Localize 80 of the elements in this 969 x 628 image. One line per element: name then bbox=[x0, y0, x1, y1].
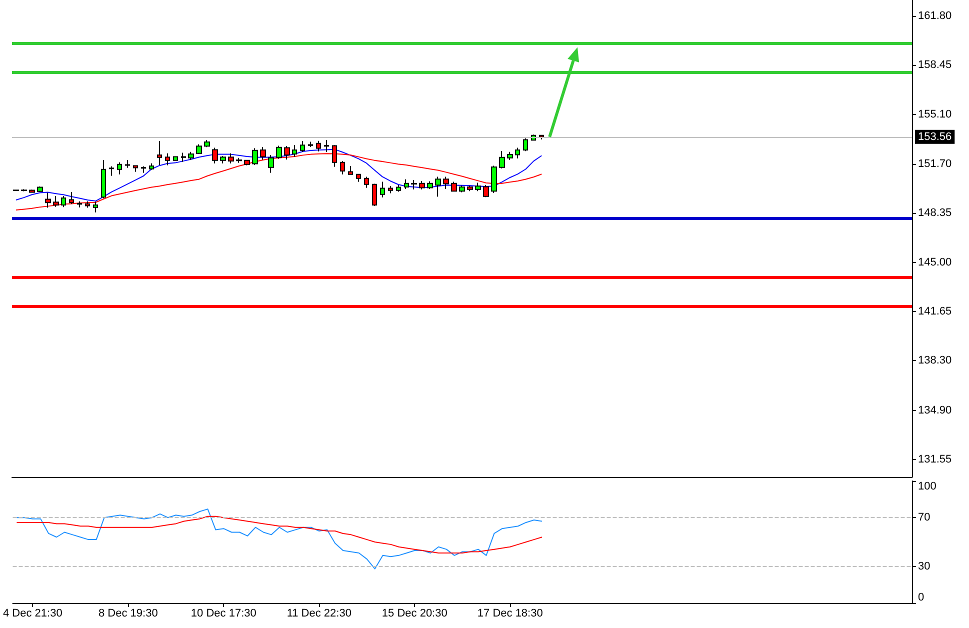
candlestick bbox=[459, 185, 465, 193]
y-tick-label: 30 bbox=[918, 560, 930, 572]
candlestick bbox=[21, 188, 27, 192]
candlestick bbox=[467, 185, 473, 192]
x-tick-label: 10 Dec 17:30 bbox=[190, 608, 256, 620]
y-tick-label: 158.45 bbox=[918, 59, 952, 72]
y-tick-label: 138.30 bbox=[918, 354, 952, 366]
candlestick bbox=[507, 151, 513, 161]
candlestick bbox=[157, 140, 162, 166]
candlestick bbox=[491, 165, 497, 194]
candlestick bbox=[117, 162, 122, 175]
candlestick bbox=[181, 152, 186, 162]
candlestick bbox=[228, 152, 234, 164]
y-tick-label: 155.10 bbox=[918, 108, 952, 120]
ref-line-label: 153.56 bbox=[918, 130, 952, 143]
candlestick bbox=[69, 191, 74, 204]
candlestick bbox=[380, 181, 385, 198]
y-tick-label: 145.00 bbox=[918, 256, 952, 268]
y-tick-label: 100 bbox=[918, 480, 936, 492]
candlestick bbox=[324, 140, 329, 152]
candlestick bbox=[388, 186, 393, 194]
candlestick bbox=[396, 184, 401, 192]
candlestick bbox=[292, 144, 297, 158]
candlestick bbox=[61, 196, 66, 208]
candlestick bbox=[29, 189, 35, 194]
x-tick-label: 11 Dec 22:30 bbox=[286, 608, 352, 620]
y-tick-label: 161.80 bbox=[918, 10, 952, 22]
candlestick bbox=[252, 148, 258, 166]
candlestick bbox=[356, 174, 361, 182]
candlestick bbox=[220, 156, 226, 164]
x-tick-label: 17 Dec 18:30 bbox=[477, 608, 543, 620]
candlestick bbox=[300, 140, 305, 152]
y-tick-label: 134.90 bbox=[918, 404, 952, 416]
candlestick bbox=[276, 145, 282, 160]
candlestick bbox=[419, 180, 425, 190]
candlestick bbox=[196, 144, 202, 155]
candlestick bbox=[348, 166, 353, 176]
candlestick bbox=[268, 154, 274, 174]
candlestick bbox=[53, 196, 59, 208]
candlestick bbox=[37, 186, 43, 192]
candlestick bbox=[515, 147, 520, 159]
candlestick bbox=[364, 176, 369, 188]
candlestick bbox=[244, 160, 250, 166]
candlestick bbox=[141, 166, 146, 174]
candlestick bbox=[443, 176, 449, 190]
candlestick bbox=[101, 160, 106, 199]
candlestick bbox=[93, 201, 98, 213]
y-tick-label: 131.55 bbox=[918, 453, 952, 466]
candlestick bbox=[411, 180, 417, 190]
candlestick bbox=[165, 152, 170, 166]
candlestick bbox=[435, 176, 441, 198]
x-tick-label: 4 Dec 21:30 bbox=[2, 608, 62, 620]
candlestick bbox=[204, 140, 210, 148]
x-tick-label: 15 Dec 20:30 bbox=[382, 608, 448, 620]
candlestick bbox=[109, 166, 114, 176]
candlestick bbox=[523, 138, 528, 152]
candlestick bbox=[451, 181, 457, 192]
candlestick bbox=[316, 140, 321, 152]
candlestick bbox=[499, 150, 505, 169]
y-tick-label: 70 bbox=[918, 512, 930, 524]
candlestick bbox=[483, 184, 489, 198]
x-tick-label: 8 Dec 19:30 bbox=[98, 608, 158, 620]
line-series bbox=[15, 148, 542, 202]
y-tick-label: 148.35 bbox=[918, 207, 952, 220]
candlestick bbox=[404, 178, 409, 190]
y-tick-label: 0 bbox=[918, 592, 924, 604]
candlestick bbox=[308, 141, 313, 148]
candlestick bbox=[372, 183, 377, 207]
candlestick bbox=[77, 200, 82, 208]
y-tick-label: 151.70 bbox=[918, 158, 952, 170]
candlestick bbox=[212, 147, 218, 164]
candlestick bbox=[475, 182, 481, 192]
candlestick bbox=[125, 160, 130, 168]
candlestick bbox=[236, 157, 242, 164]
candlestick bbox=[133, 164, 138, 172]
candlestick bbox=[427, 180, 433, 190]
candlestick bbox=[149, 162, 154, 170]
candlestick bbox=[188, 151, 194, 161]
y-tick-label: 141.65 bbox=[918, 305, 952, 318]
candlestick bbox=[340, 160, 345, 175]
